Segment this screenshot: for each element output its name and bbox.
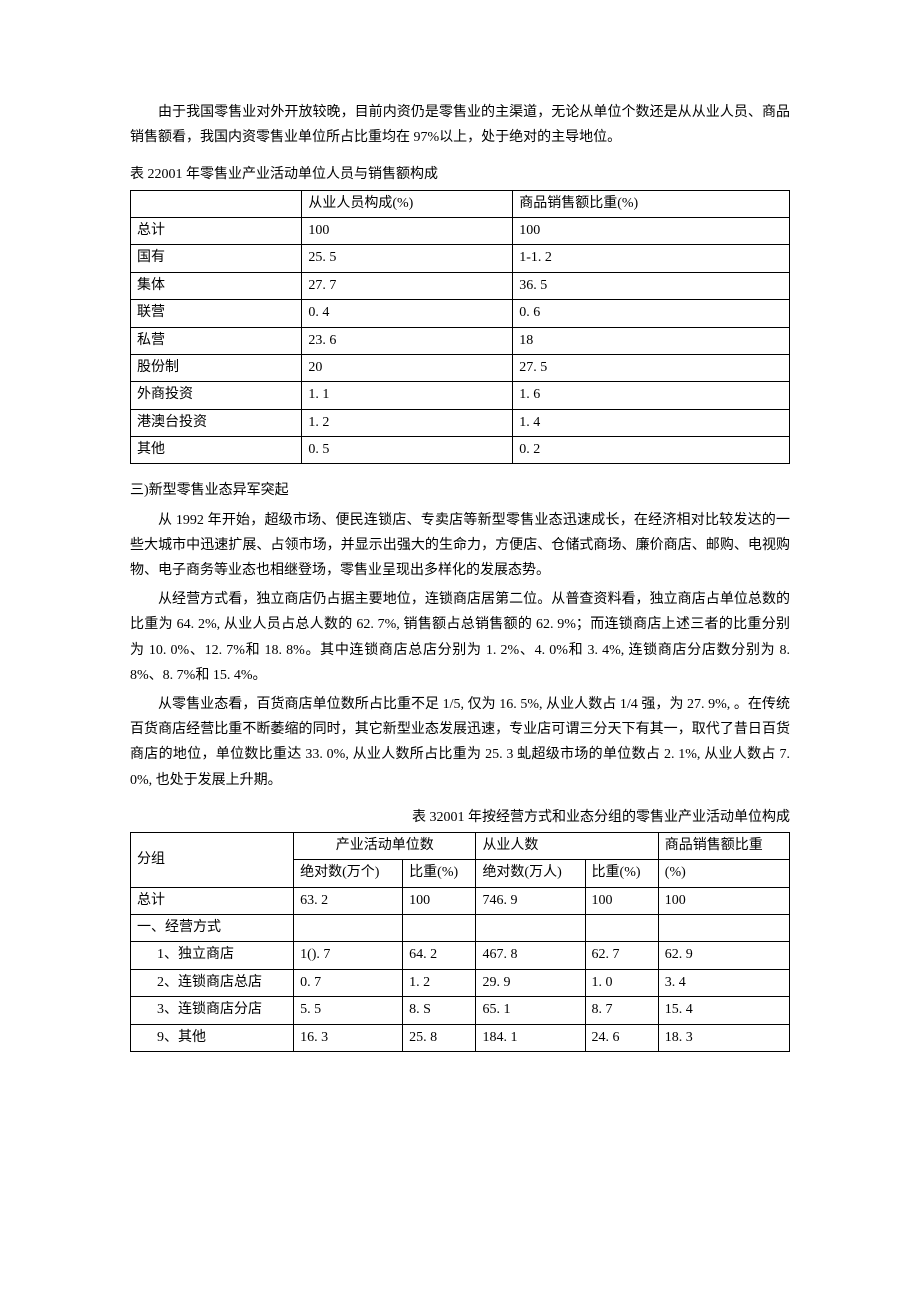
table-row: 其他0. 50. 2 [131, 437, 790, 464]
table1-cell: 0. 4 [302, 300, 513, 327]
table1-cell: 36. 5 [513, 272, 790, 299]
table2-cell: 8. S [403, 997, 476, 1024]
table-row: 港澳台投资1. 21. 4 [131, 409, 790, 436]
table1-cell: 100 [513, 217, 790, 244]
table1-cell: 其他 [131, 437, 302, 464]
table1-caption: 表 22001 年零售业产业活动单位人员与销售额构成 [130, 162, 790, 187]
table1-cell: 1-1. 2 [513, 245, 790, 272]
table-row: 私营23. 618 [131, 327, 790, 354]
table2-cell: 8. 7 [585, 997, 658, 1024]
table2-label-cell: 3、连锁商店分店 [131, 997, 294, 1024]
table2-cell: 100 [658, 887, 789, 914]
table1-cell: 外商投资 [131, 382, 302, 409]
table2-header-cell: 产业活动单位数 [294, 832, 476, 859]
table1-cell: 私营 [131, 327, 302, 354]
table2-cell: 100 [403, 887, 476, 914]
table1-cell: 1. 2 [302, 409, 513, 436]
table-row: 总计63. 2100746. 9100100 [131, 887, 790, 914]
table1-cell: 100 [302, 217, 513, 244]
table2-cell: 1. 0 [585, 969, 658, 996]
table2-cell: 746. 9 [476, 887, 585, 914]
table1-header-cell: 从业人员构成(%) [302, 190, 513, 217]
table1-cell: 联营 [131, 300, 302, 327]
table1-cell: 股份制 [131, 354, 302, 381]
paragraph-intro: 由于我国零售业对外开放较晚，目前内资仍是零售业的主渠道，无论从单位个数还是从从业… [130, 100, 790, 150]
table2-header-cell: 商品销售额比重 [658, 832, 789, 859]
table2-label-cell: 1、独立商店 [131, 942, 294, 969]
paragraph-3: 从 1992 年开始，超级市场、便民连锁店、专卖店等新型零售业态迅速成长，在经济… [130, 508, 790, 584]
table2-header-cell: 分组 [131, 832, 294, 887]
table-row: 9、其他16. 325. 8184. 124. 618. 3 [131, 1024, 790, 1051]
table1-cell: 27. 7 [302, 272, 513, 299]
table2: 分组产业活动单位数从业人数商品销售额比重绝对数(万个)比重(%)绝对数(万人)比… [130, 832, 790, 1052]
table-row: 国有25. 51-1. 2 [131, 245, 790, 272]
table2-cell: 1. 2 [403, 969, 476, 996]
table2-cell: 62. 9 [658, 942, 789, 969]
table1: 从业人员构成(%)商品销售额比重(%)总计100100国有25. 51-1. 2… [130, 190, 790, 465]
table2-cell: 63. 2 [294, 887, 403, 914]
table-row: 3、连锁商店分店5. 58. S65. 18. 715. 4 [131, 997, 790, 1024]
table-row: 外商投资1. 11. 6 [131, 382, 790, 409]
table2-label-cell: 2、连锁商店总店 [131, 969, 294, 996]
table-row: 联营0. 40. 6 [131, 300, 790, 327]
table1-cell: 1. 1 [302, 382, 513, 409]
table1-cell: 0. 6 [513, 300, 790, 327]
table1-cell: 集体 [131, 272, 302, 299]
table2-subheader-cell: 比重(%) [403, 860, 476, 887]
table2-cell: 16. 3 [294, 1024, 403, 1051]
table-row: 股份制2027. 5 [131, 354, 790, 381]
table2-label-cell: 一、经营方式 [131, 915, 294, 942]
table2-cell: 3. 4 [658, 969, 789, 996]
table1-cell: 20 [302, 354, 513, 381]
table-row: 2、连锁商店总店0. 71. 229. 91. 03. 4 [131, 969, 790, 996]
table1-cell: 港澳台投资 [131, 409, 302, 436]
table2-subheader-cell: 绝对数(万个) [294, 860, 403, 887]
table2-cell: 64. 2 [403, 942, 476, 969]
table2-cell [585, 915, 658, 942]
table2-cell: 467. 8 [476, 942, 585, 969]
table2-cell: 62. 7 [585, 942, 658, 969]
table1-cell: 0. 2 [513, 437, 790, 464]
table2-cell [476, 915, 585, 942]
table2-subheader-cell: (%) [658, 860, 789, 887]
table-row: 一、经营方式 [131, 915, 790, 942]
paragraph-5: 从零售业态看，百货商店单位数所占比重不足 1/5, 仅为 16. 5%, 从业人… [130, 692, 790, 793]
table1-cell: 18 [513, 327, 790, 354]
table1-header-cell: 商品销售额比重(%) [513, 190, 790, 217]
table1-cell: 1. 6 [513, 382, 790, 409]
section-heading: 三)新型零售业态异军突起 [130, 478, 790, 503]
paragraph-4: 从经营方式看，独立商店仍占据主要地位，连锁商店居第二位。从普查资料看，独立商店占… [130, 587, 790, 688]
table2-cell: 184. 1 [476, 1024, 585, 1051]
table2-cell: 25. 8 [403, 1024, 476, 1051]
table2-label-cell: 总计 [131, 887, 294, 914]
table2-cell: 15. 4 [658, 997, 789, 1024]
table1-cell: 1. 4 [513, 409, 790, 436]
table1-cell: 23. 6 [302, 327, 513, 354]
table2-cell: 0. 7 [294, 969, 403, 996]
table2-cell [294, 915, 403, 942]
table2-cell: 29. 9 [476, 969, 585, 996]
table1-cell: 27. 5 [513, 354, 790, 381]
table2-cell: 5. 5 [294, 997, 403, 1024]
table1-cell: 25. 5 [302, 245, 513, 272]
table2-cell: 18. 3 [658, 1024, 789, 1051]
table1-cell: 0. 5 [302, 437, 513, 464]
table2-cell [403, 915, 476, 942]
table2-cell [658, 915, 789, 942]
table2-cell: 100 [585, 887, 658, 914]
table-row: 集体27. 736. 5 [131, 272, 790, 299]
table2-label-cell: 9、其他 [131, 1024, 294, 1051]
table2-cell: 65. 1 [476, 997, 585, 1024]
table1-cell: 国有 [131, 245, 302, 272]
table2-subheader-cell: 比重(%) [585, 860, 658, 887]
table2-caption: 表 32001 年按经营方式和业态分组的零售业产业活动单位构成 [130, 805, 790, 830]
table1-cell: 总计 [131, 217, 302, 244]
table2-cell: 24. 6 [585, 1024, 658, 1051]
table1-header-cell [131, 190, 302, 217]
table2-subheader-cell: 绝对数(万人) [476, 860, 585, 887]
table-row: 总计100100 [131, 217, 790, 244]
table2-header-cell: 从业人数 [476, 832, 658, 859]
table2-cell: 1(). 7 [294, 942, 403, 969]
table-row: 1、独立商店1(). 764. 2467. 862. 762. 9 [131, 942, 790, 969]
